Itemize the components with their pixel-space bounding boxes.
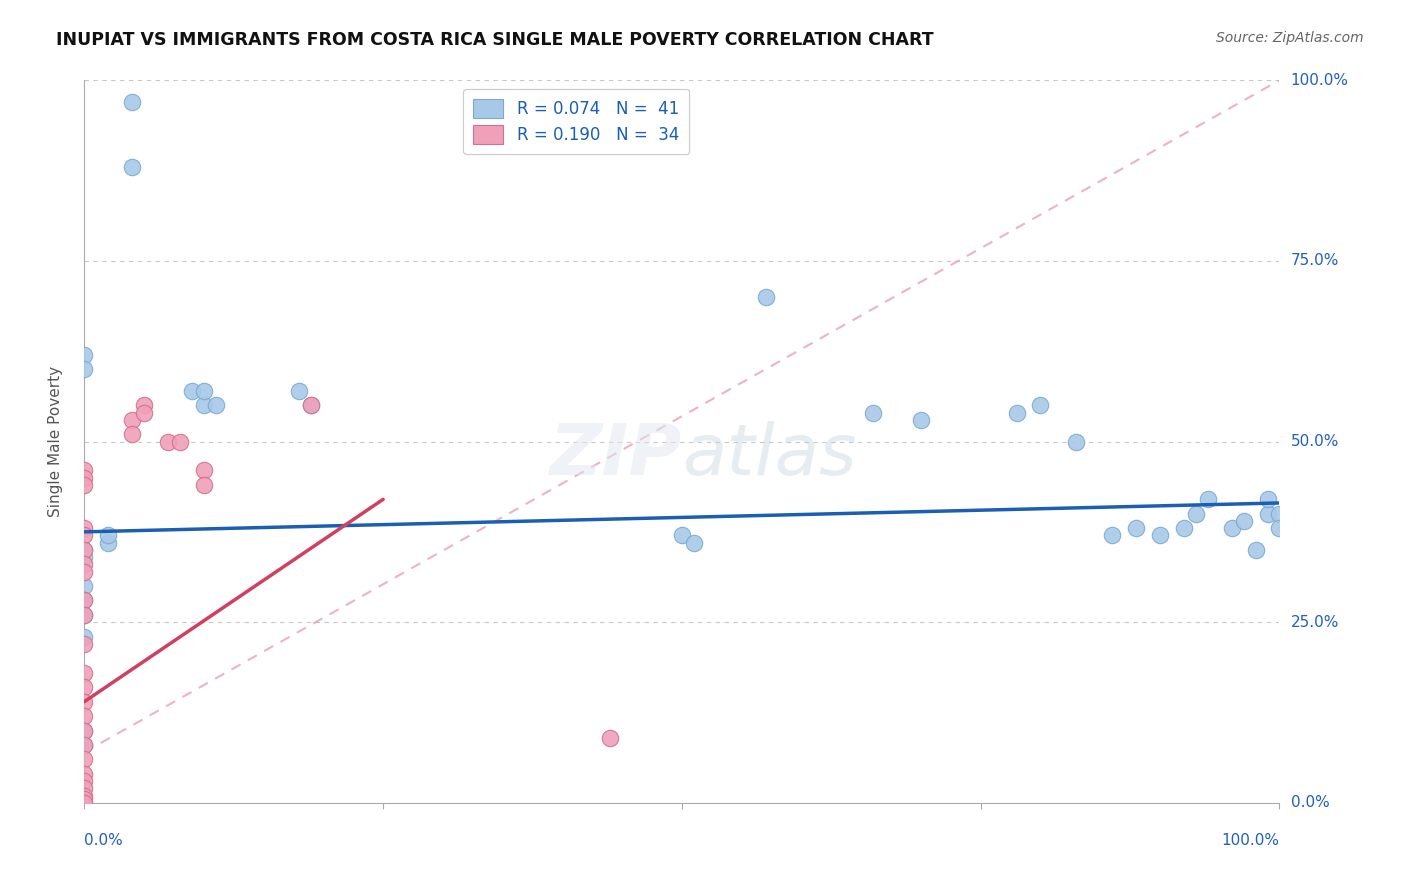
Point	[1029, 398, 1052, 412]
Point	[1268, 507, 1291, 521]
Point	[1257, 492, 1279, 507]
Point	[1125, 521, 1147, 535]
Point	[193, 478, 215, 492]
Point	[73, 348, 96, 362]
Point	[73, 463, 96, 477]
Point	[193, 463, 215, 477]
Point	[73, 593, 96, 607]
Text: 100.0%: 100.0%	[1222, 833, 1279, 848]
Text: 25.0%: 25.0%	[1291, 615, 1339, 630]
Point	[73, 738, 96, 752]
Text: 100.0%: 100.0%	[1291, 73, 1348, 87]
Point	[181, 384, 204, 398]
Text: ZIP: ZIP	[550, 422, 682, 491]
Point	[121, 427, 143, 442]
Point	[193, 384, 215, 398]
Text: 75.0%: 75.0%	[1291, 253, 1339, 268]
Point	[73, 542, 96, 557]
Point	[73, 558, 96, 572]
Point	[1220, 521, 1243, 535]
Point	[97, 535, 120, 549]
Point	[1173, 521, 1195, 535]
Point	[73, 723, 96, 738]
Point	[157, 434, 180, 449]
Point	[73, 637, 96, 651]
Point	[1149, 528, 1171, 542]
Point	[1005, 406, 1028, 420]
Point	[97, 528, 120, 542]
Point	[73, 528, 96, 542]
Point	[1244, 542, 1267, 557]
Point	[73, 789, 96, 803]
Text: 50.0%: 50.0%	[1291, 434, 1339, 449]
Point	[132, 406, 156, 420]
Point	[121, 95, 143, 109]
Point	[1257, 507, 1279, 521]
Point	[73, 767, 96, 781]
Point	[121, 413, 143, 427]
Point	[1185, 507, 1208, 521]
Point	[73, 593, 96, 607]
Point	[1101, 528, 1123, 542]
Point	[73, 550, 96, 565]
Point	[73, 738, 96, 752]
Point	[73, 709, 96, 723]
Point	[73, 796, 96, 810]
Point	[73, 607, 96, 622]
Point	[683, 535, 706, 549]
Point	[1066, 434, 1088, 449]
Point	[599, 731, 621, 745]
Point	[73, 695, 96, 709]
Text: 0.0%: 0.0%	[1291, 796, 1329, 810]
Point	[301, 398, 323, 412]
Point	[73, 521, 96, 535]
Point	[132, 398, 156, 412]
Point	[301, 398, 323, 412]
Point	[73, 792, 96, 806]
Y-axis label: Single Male Poverty: Single Male Poverty	[48, 366, 63, 517]
Point	[205, 398, 228, 412]
Point	[193, 398, 215, 412]
Point	[1268, 521, 1291, 535]
Point	[910, 413, 932, 427]
Point	[73, 630, 96, 644]
Point	[73, 680, 96, 694]
Point	[73, 470, 96, 484]
Point	[73, 774, 96, 789]
Point	[73, 565, 96, 579]
Point	[73, 752, 96, 766]
Point	[121, 160, 143, 174]
Text: Source: ZipAtlas.com: Source: ZipAtlas.com	[1216, 31, 1364, 45]
Point	[73, 665, 96, 680]
Point	[73, 579, 96, 593]
Point	[73, 478, 96, 492]
Point	[73, 607, 96, 622]
Text: 0.0%: 0.0%	[84, 833, 124, 848]
Point	[73, 542, 96, 557]
Point	[288, 384, 311, 398]
Point	[671, 528, 693, 542]
Point	[862, 406, 884, 420]
Point	[755, 290, 778, 304]
Text: INUPIAT VS IMMIGRANTS FROM COSTA RICA SINGLE MALE POVERTY CORRELATION CHART: INUPIAT VS IMMIGRANTS FROM COSTA RICA SI…	[56, 31, 934, 49]
Point	[73, 362, 96, 376]
Text: atlas: atlas	[682, 422, 856, 491]
Point	[169, 434, 191, 449]
Point	[73, 723, 96, 738]
Legend: R = 0.074   N =  41, R = 0.190   N =  34: R = 0.074 N = 41, R = 0.190 N = 34	[463, 88, 689, 153]
Point	[1233, 514, 1256, 528]
Point	[1197, 492, 1219, 507]
Point	[73, 781, 96, 796]
